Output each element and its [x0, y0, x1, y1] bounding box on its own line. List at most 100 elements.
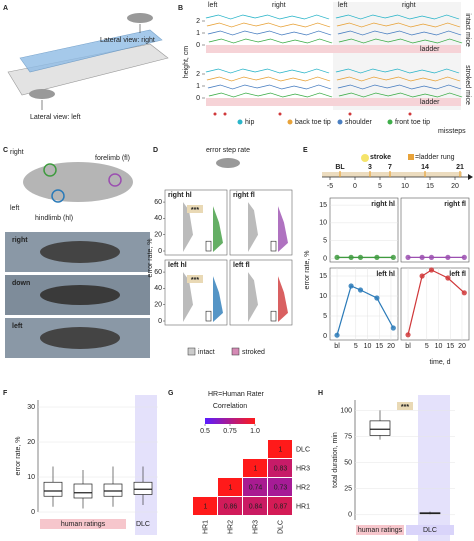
panel-label: A: [3, 5, 8, 12]
mouse: [127, 13, 153, 23]
box: [369, 420, 391, 436]
x-tick-label: 5: [354, 343, 358, 350]
legend-swatch: [287, 119, 293, 125]
stroked-bg: [333, 2, 461, 110]
heat-cell: [268, 478, 292, 496]
heat-cell: [218, 478, 242, 496]
y-tick-label: 15: [319, 202, 327, 209]
legend-label: shoulder: [345, 119, 373, 126]
y-tick-label: 0: [196, 42, 200, 49]
point: [445, 275, 451, 281]
point: [461, 254, 467, 260]
x-tick-label: 10: [435, 343, 443, 350]
limb-marker: [108, 173, 122, 187]
column-label: left: [208, 2, 217, 9]
x-tick-label: bl: [405, 343, 411, 350]
heat-cell: [243, 459, 267, 477]
misstep-dot: [223, 112, 227, 116]
axis-label: total duration, min: [332, 432, 339, 488]
timeline-tick-label: 10: [401, 183, 409, 190]
limb-marker: [51, 189, 65, 203]
y-tick-label: 1: [196, 30, 200, 37]
x-tick-label: human ratings: [358, 527, 403, 534]
ladder-band: [206, 98, 461, 106]
stroke-label: stroke: [370, 154, 391, 161]
significance-bg: [397, 402, 413, 410]
box: [270, 310, 277, 322]
point: [461, 290, 467, 296]
violin: [248, 202, 258, 252]
box: [133, 481, 153, 495]
x-tick-label: 20: [458, 343, 466, 350]
axis-label: error rate, %: [147, 239, 154, 278]
view-label: left: [12, 323, 23, 330]
heat-cell: [268, 497, 292, 515]
legend-swatch: [187, 347, 196, 356]
mouse: [29, 89, 55, 99]
x-tick-label: 15: [446, 343, 454, 350]
legend-swatch: [237, 119, 243, 125]
mouse-icon: [216, 158, 240, 168]
box: [205, 310, 212, 322]
heat-cell: [218, 497, 242, 515]
y-tick-label: 10: [319, 293, 327, 300]
subplot-title: left fl: [449, 271, 466, 278]
trace: [206, 29, 333, 37]
y-tick-label: 40: [154, 215, 162, 222]
view-label: right: [12, 237, 28, 244]
group-label: DLC: [136, 521, 150, 528]
col-label: DLC: [277, 520, 284, 534]
label: Lateral view: right: [100, 37, 155, 44]
heat-cell: [268, 440, 292, 458]
panel-label: H: [318, 390, 323, 397]
mouse-photo: [40, 327, 120, 349]
plot-frame: [400, 197, 470, 263]
trace: [205, 75, 332, 83]
point: [405, 254, 411, 260]
dlc-band: [135, 395, 157, 535]
point: [357, 287, 364, 293]
label: error step rate: [206, 147, 250, 154]
significance: ***: [191, 207, 199, 214]
timepoint-label: BL: [335, 164, 345, 171]
y-tick-label: 100: [340, 407, 352, 414]
y-tick-label: 10: [319, 220, 327, 227]
timeline-tick-label: 20: [451, 183, 459, 190]
subplot-title: left hl: [168, 262, 187, 269]
ladder-label: ladder: [420, 46, 440, 53]
box: [43, 481, 63, 497]
point: [428, 254, 435, 260]
category-bg: [406, 525, 454, 535]
panel-label: G: [168, 390, 174, 397]
timeline-tick-label: 5: [378, 183, 382, 190]
timepoint-label: 7: [388, 164, 392, 171]
violin: [183, 202, 193, 252]
cell-label: 0.86: [224, 503, 238, 510]
cell-label: 1: [254, 465, 258, 472]
colorbar: [205, 418, 255, 424]
y-tick-label: 30: [27, 404, 35, 411]
legend-label: hip: [245, 119, 254, 126]
row-label: HR2: [296, 484, 310, 491]
point: [334, 332, 340, 338]
violin: [278, 206, 288, 252]
cell-label: 1: [229, 484, 233, 491]
violin: [213, 206, 223, 252]
legend-label: back toe tip: [295, 119, 331, 126]
box: [73, 483, 93, 499]
x-tick-label: 10: [364, 343, 372, 350]
row-label: HR3: [296, 465, 310, 472]
mouse-schematic: [23, 162, 133, 202]
rung-label: =ladder rung: [415, 154, 455, 161]
stroke-marker: [361, 154, 369, 162]
y-tick-label: 0: [323, 255, 327, 262]
trace: [204, 67, 331, 75]
missteps-label: missteps: [438, 128, 466, 135]
point: [390, 325, 396, 331]
colorbar-tick-label: 0.5: [200, 428, 210, 435]
legend-swatch: [337, 119, 343, 125]
colorbar-title: Correlation: [213, 403, 247, 410]
significance: ***: [401, 404, 409, 411]
